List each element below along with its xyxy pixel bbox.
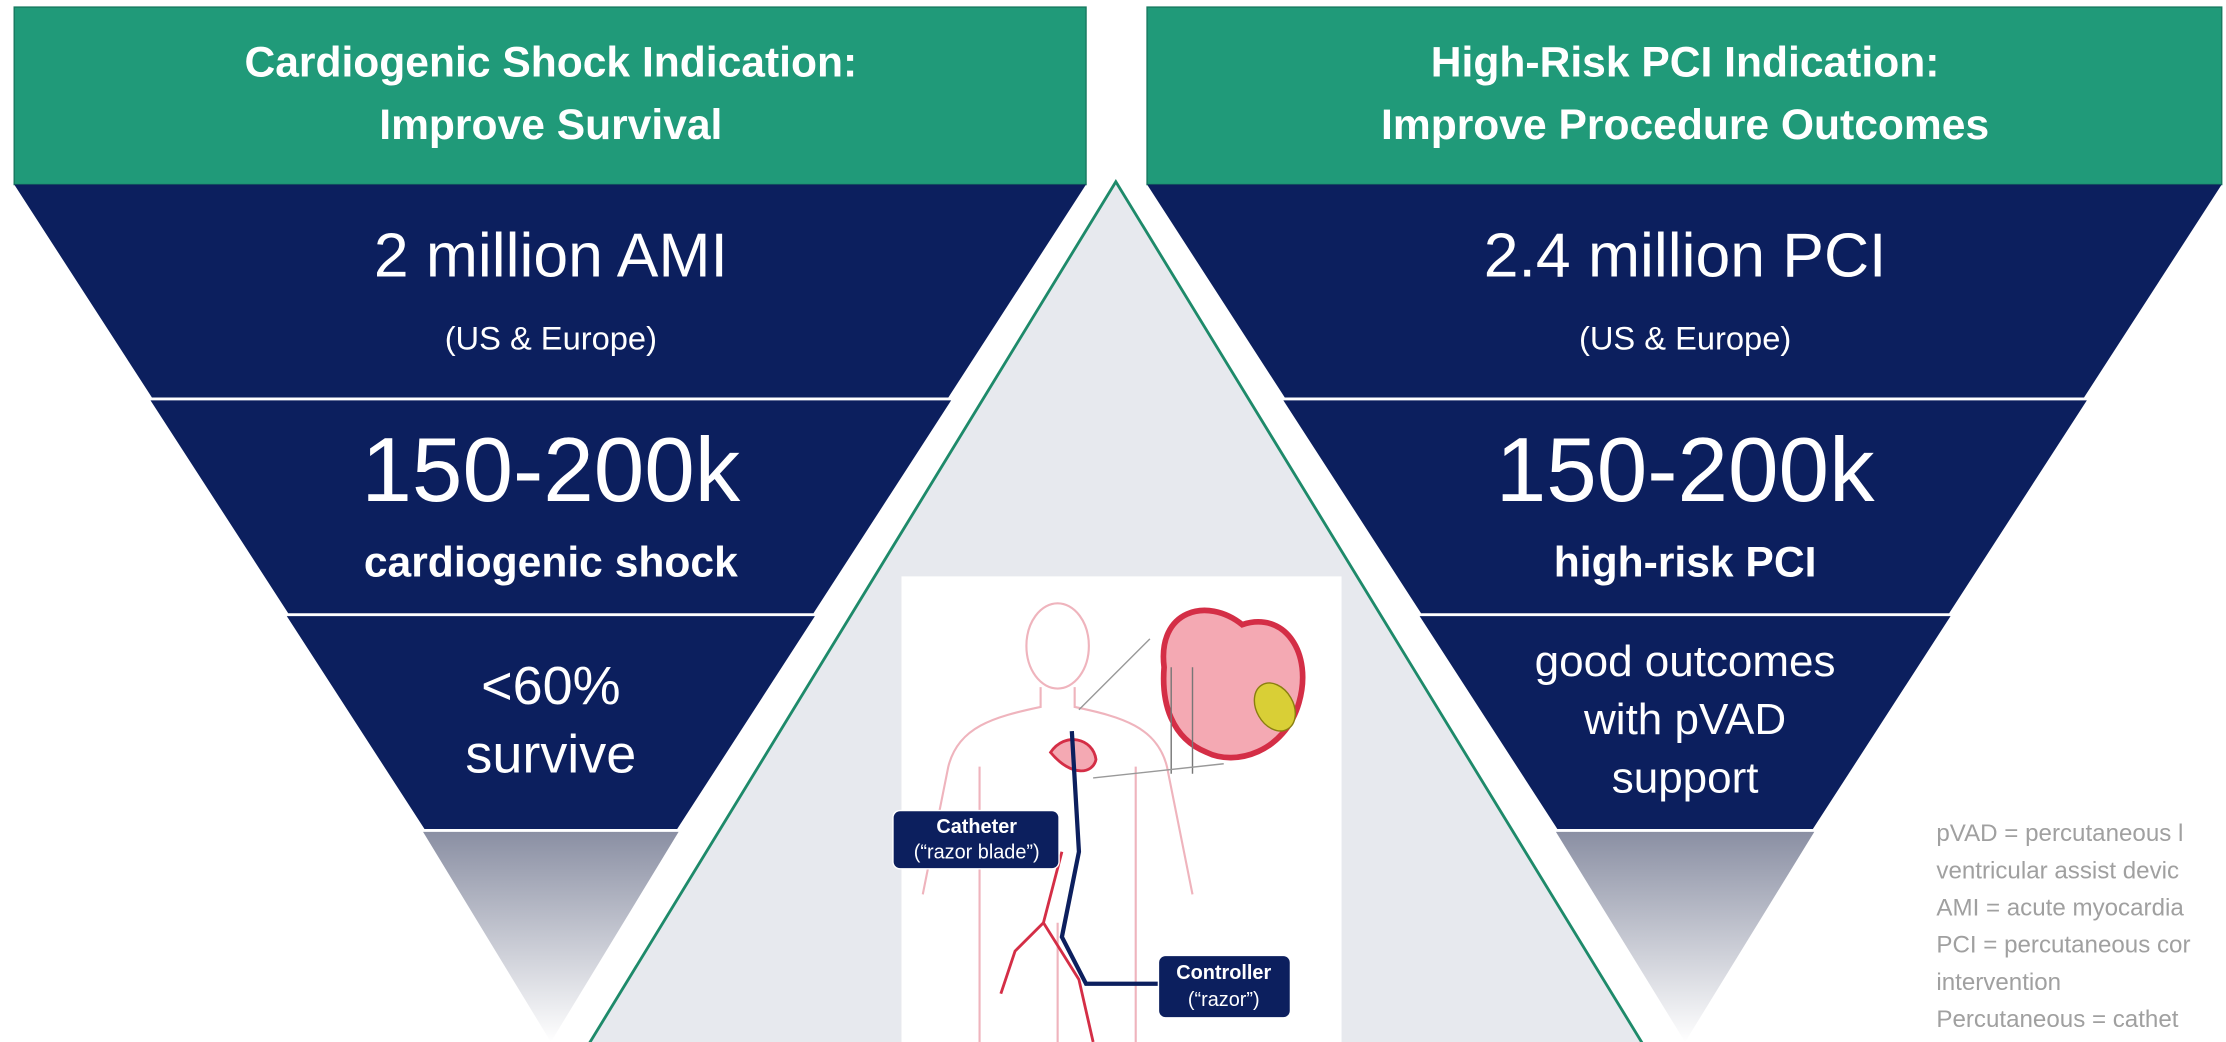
left-header: [14, 7, 1086, 184]
footnote-line: PCI = percutaneous cor: [1936, 932, 2190, 959]
label-text: (“razor blade”): [914, 841, 1040, 863]
footnote-line: AMI = acute myocardia: [1936, 894, 2184, 921]
tier: [1147, 185, 2222, 398]
footnote-line: Percutaneous = cathet: [1936, 1006, 2178, 1033]
tier-text: survive: [465, 724, 636, 784]
tier-sub: high-risk PCI: [1554, 538, 1817, 586]
tier-text: good outcomes: [1535, 637, 1836, 686]
slide: Cardiogenic Shock Indication: Improve Su…: [0, 0, 2226, 1042]
header-line: Improve Procedure Outcomes: [1381, 101, 1989, 149]
right-header: [1147, 7, 2222, 184]
tier: [14, 185, 1086, 398]
footnote-line: pVAD = percutaneous l: [1936, 820, 2183, 847]
label-text: (“razor”): [1188, 989, 1260, 1011]
tier-sub: (US & Europe): [445, 319, 657, 356]
tier-sub: cardiogenic shock: [364, 538, 738, 586]
footnote-line: intervention: [1936, 969, 2061, 996]
label-text: Controller: [1176, 962, 1271, 984]
header-line: High-Risk PCI Indication:: [1431, 39, 1940, 87]
label-text: Catheter: [936, 816, 1017, 838]
tier-main: 2.4 million PCI: [1484, 220, 1887, 290]
device-illustration: Catheter (“razor blade”) Controller (“ra…: [893, 576, 1342, 1042]
tier-main: 150-200k: [1496, 420, 1875, 521]
footnote: pVAD = percutaneous l ventricular assist …: [1936, 820, 2190, 1033]
tier-main: 2 million AMI: [374, 220, 728, 290]
footnote-line: ventricular assist devic: [1936, 857, 2179, 884]
tier: [287, 616, 815, 829]
header-line: Cardiogenic Shock Indication:: [244, 39, 857, 87]
tier-main: 150-200k: [361, 420, 740, 521]
header-line: Improve Survival: [379, 101, 722, 149]
tier-text: support: [1612, 753, 1759, 802]
tier-text: <60%: [481, 656, 620, 716]
tier-sub: (US & Europe): [1579, 319, 1791, 356]
tier-text: with pVAD: [1583, 695, 1786, 744]
